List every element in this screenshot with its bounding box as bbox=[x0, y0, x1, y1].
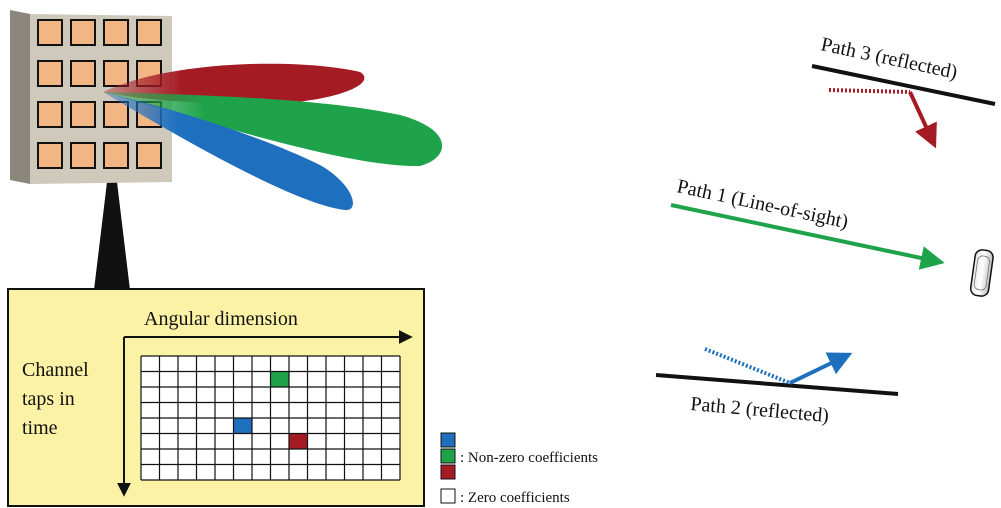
path-2-label: Path 2 (reflected) bbox=[690, 393, 830, 427]
antenna-array bbox=[10, 10, 172, 184]
antenna-patch bbox=[70, 142, 96, 169]
antenna-patch bbox=[103, 60, 129, 87]
path-2-reflected-arrow bbox=[789, 352, 853, 385]
path-3-reflected-arrow bbox=[908, 91, 937, 149]
path-1-arrow bbox=[670, 203, 945, 270]
y-axis-label-line-1: Channel bbox=[22, 359, 89, 381]
antenna-patch bbox=[103, 101, 129, 128]
antenna-patch bbox=[136, 142, 162, 169]
path-3-incoming-dotted bbox=[828, 88, 911, 94]
coefficient-grid bbox=[140, 355, 401, 481]
path-3-reflector bbox=[811, 64, 996, 106]
antenna-patch bbox=[103, 19, 129, 46]
y-axis-label-line-3: time bbox=[22, 417, 58, 439]
path-3: Path 3 (reflected) bbox=[811, 33, 996, 149]
antenna-patch bbox=[37, 101, 63, 128]
antenna-patch bbox=[70, 101, 96, 128]
antenna-patch bbox=[37, 142, 63, 169]
antenna-patch bbox=[70, 60, 96, 87]
y-axis-label-line-2: taps in bbox=[22, 388, 75, 410]
antenna-stand bbox=[94, 182, 130, 290]
legend-swatch-blue bbox=[440, 432, 456, 448]
x-axis-label: Angular dimension bbox=[144, 308, 298, 330]
nonzero-cell bbox=[233, 418, 252, 434]
nonzero-cell bbox=[270, 371, 289, 387]
path-2-incoming-dotted bbox=[704, 347, 791, 385]
red-beam bbox=[103, 63, 365, 105]
legend-swatch-green bbox=[440, 448, 456, 464]
green-beam bbox=[103, 92, 443, 167]
antenna-patch bbox=[70, 19, 96, 46]
path-2-reflector bbox=[655, 373, 899, 396]
phone-icon bbox=[969, 249, 994, 297]
antenna-patch bbox=[103, 142, 129, 169]
legend-swatch-white bbox=[440, 488, 456, 504]
legend-nonzero-label: : Non-zero coefficients bbox=[460, 450, 598, 466]
path-2: Path 2 (reflected) bbox=[655, 347, 899, 427]
antenna-patch bbox=[37, 60, 63, 87]
antenna-patch bbox=[37, 19, 63, 46]
path-1: Path 1 (Line-of-sight) bbox=[670, 175, 945, 270]
legend-swatch-red bbox=[440, 464, 456, 480]
path-3-label: Path 3 (reflected) bbox=[819, 33, 959, 83]
legend: : Non-zero coefficients : Zero coefficie… bbox=[440, 432, 598, 506]
antenna-patch bbox=[136, 19, 162, 46]
legend-zero-label: : Zero coefficients bbox=[460, 490, 570, 506]
nonzero-cell bbox=[289, 433, 308, 449]
blue-beam bbox=[103, 92, 353, 211]
